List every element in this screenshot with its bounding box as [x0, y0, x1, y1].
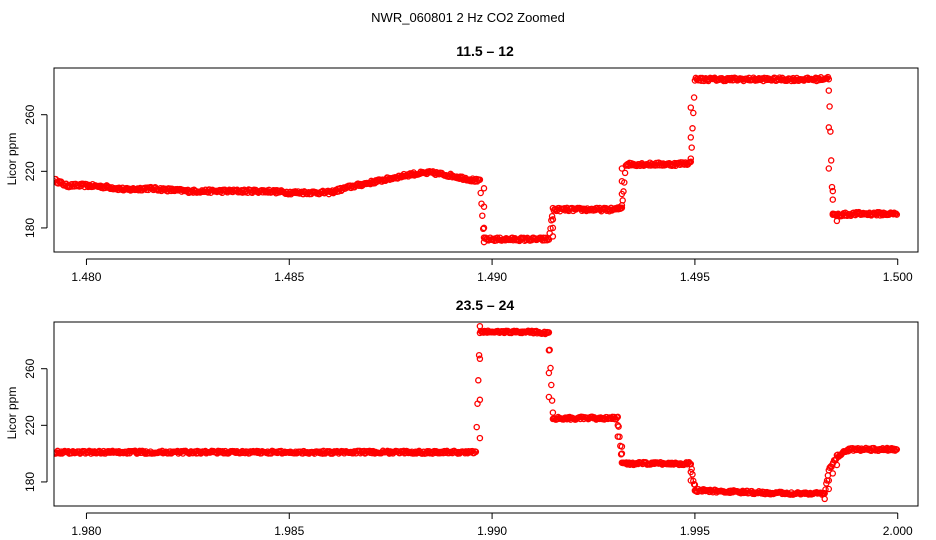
data-point: [476, 176, 484, 183]
data-point: [833, 461, 841, 469]
data-point: [473, 423, 480, 431]
data-point: [545, 236, 553, 243]
data-point: [827, 157, 835, 164]
y-tick-label: 260: [23, 358, 37, 378]
data-point: [476, 434, 484, 442]
data-point: [549, 216, 557, 223]
data-point: [691, 481, 699, 489]
panel-2-title: 23.5 – 24: [456, 297, 515, 313]
data-point: [893, 211, 901, 218]
y-tick-label: 180: [23, 218, 37, 238]
data-point: [829, 470, 837, 477]
data-point: [826, 103, 833, 110]
data-point: [545, 329, 553, 336]
data-point: [476, 396, 484, 404]
data-point: [825, 75, 833, 83]
data-point: [829, 210, 837, 218]
panel-2-frame: [53, 321, 919, 507]
data-point: [475, 351, 483, 359]
data-point: [825, 124, 833, 131]
data-point: [476, 322, 484, 330]
x-tick-label: 1.500: [883, 270, 913, 284]
data-point: [545, 347, 553, 354]
data-point: [545, 369, 553, 377]
panel-2-y-axis-label: Licor ppm: [5, 387, 19, 440]
panel-1-y-axis-label: Licor ppm: [5, 133, 19, 186]
data-point: [549, 224, 557, 232]
panel-2-plot: 1.980 1.985 1.990 1.995 2.000 180 220 260: [23, 322, 913, 538]
data-point: [618, 190, 626, 198]
data-point: [621, 169, 629, 177]
data-point: [618, 177, 626, 185]
data-point: [618, 165, 626, 172]
data-point: [825, 485, 833, 493]
data-point: [690, 109, 697, 117]
data-point: [893, 446, 901, 453]
data-point: [548, 212, 556, 220]
panel-1-title: 11.5 – 12: [456, 43, 514, 59]
data-point: [687, 104, 695, 111]
panel-1-plot: 1.480 1.485 1.490 1.495 1.500 180 220 260: [23, 73, 913, 284]
y-tick-label: 220: [23, 161, 37, 181]
data-point: [829, 187, 837, 195]
data-points: [54, 73, 901, 246]
x-tick-label: 1.990: [477, 524, 507, 538]
data-point: [614, 433, 622, 440]
data-point: [479, 225, 487, 233]
data-point: [549, 233, 557, 240]
data-point: [822, 486, 829, 493]
data-point: [477, 189, 484, 197]
data-point: [690, 94, 698, 101]
data-point: [548, 381, 555, 389]
x-tick-label: 1.490: [477, 270, 507, 284]
data-point: [687, 158, 695, 166]
x-tick-label: 1.985: [274, 524, 304, 538]
data-point: [618, 202, 626, 209]
data-point: [821, 495, 828, 503]
data-point: [688, 144, 695, 151]
x-tick-label: 1.480: [71, 270, 101, 284]
data-point: [479, 212, 486, 219]
y-tick-label: 180: [23, 472, 37, 492]
data-point: [480, 224, 488, 232]
panel-1-frame: [53, 67, 919, 253]
data-point: [614, 422, 622, 429]
data-point: [829, 196, 837, 203]
data-point: [833, 217, 841, 225]
data-point: [687, 468, 695, 476]
data-point: [618, 204, 626, 212]
data-point: [825, 477, 833, 484]
data-point: [480, 185, 488, 192]
data-point: [614, 413, 622, 421]
data-point: [687, 134, 695, 141]
data-point: [618, 443, 626, 450]
data-points: [54, 322, 901, 503]
x-tick-label: 1.495: [680, 270, 710, 284]
data-point: [545, 393, 553, 401]
y-tick-label: 220: [23, 415, 37, 435]
data-point: [548, 397, 556, 404]
x-tick-label: 2.000: [883, 524, 913, 538]
data-point: [828, 183, 836, 191]
data-point: [480, 203, 488, 210]
data-point: [475, 377, 482, 384]
data-point: [825, 165, 833, 172]
data-point: [825, 87, 833, 94]
data-point: [549, 409, 557, 416]
y-tick-label: 260: [23, 104, 37, 124]
data-point: [689, 125, 696, 132]
x-tick-label: 1.980: [71, 524, 101, 538]
x-tick-label: 1.485: [274, 270, 304, 284]
data-point: [687, 477, 695, 484]
data-point: [690, 477, 697, 485]
data-point: [480, 238, 488, 246]
data-point: [472, 448, 480, 456]
data-point: [476, 355, 484, 363]
x-tick-label: 1.995: [680, 524, 710, 538]
data-point: [618, 450, 626, 457]
data-point: [687, 155, 695, 162]
chart-title: NWR_060801 2 Hz CO2 Zoomed: [371, 10, 565, 25]
